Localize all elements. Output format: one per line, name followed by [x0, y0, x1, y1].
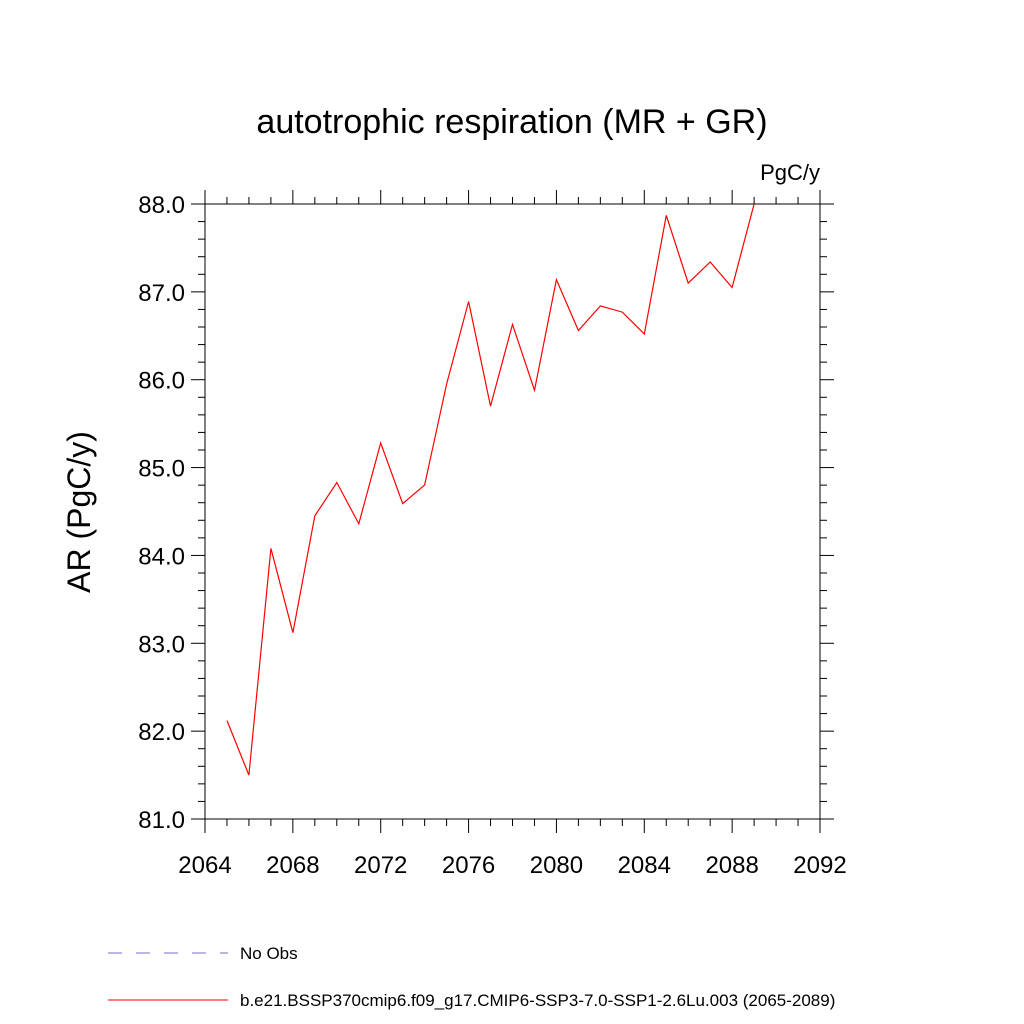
y-tick-label: 87.0 [138, 280, 185, 307]
y-tick-label: 82.0 [138, 719, 185, 746]
x-tick-label: 2072 [354, 852, 407, 879]
y-tick-label: 86.0 [138, 368, 185, 395]
chart-title: autotrophic respiration (MR + GR) [256, 103, 767, 141]
x-tick-label: 2076 [442, 852, 495, 879]
legend: No Obs b.e21.BSSP370cmip6.f09_g17.CMIP6-S… [108, 944, 835, 1010]
units-label: PgC/y [760, 160, 820, 185]
legend-label: b.e21.BSSP370cmip6.f09_g17.CMIP6-SSP3-7.… [240, 991, 835, 1010]
x-tick-label: 2064 [178, 852, 231, 879]
legend-label: No Obs [240, 944, 298, 963]
y-tick-label: 88.0 [138, 192, 185, 219]
plot-frame [204, 203, 821, 820]
series-layer [226, 203, 755, 776]
x-tick-label: 2080 [530, 852, 583, 879]
x-tick-label: 2068 [266, 852, 319, 879]
y-tick-label: 83.0 [138, 631, 185, 658]
x-tick-label: 2088 [705, 852, 758, 879]
y-axis-label: AR (PgC/y) [61, 431, 97, 593]
y-tick-label: 85.0 [138, 456, 185, 483]
y-tick-label: 84.0 [138, 543, 185, 570]
y-tick-label: 81.0 [138, 807, 185, 834]
ticks-layer: 2064 2068 2072 2076 2080 2084 2088 2092 81.0 82.0… [138, 190, 847, 879]
x-tick-label: 2092 [793, 852, 846, 879]
series-line [226, 203, 755, 776]
x-tick-label: 2084 [618, 852, 671, 879]
